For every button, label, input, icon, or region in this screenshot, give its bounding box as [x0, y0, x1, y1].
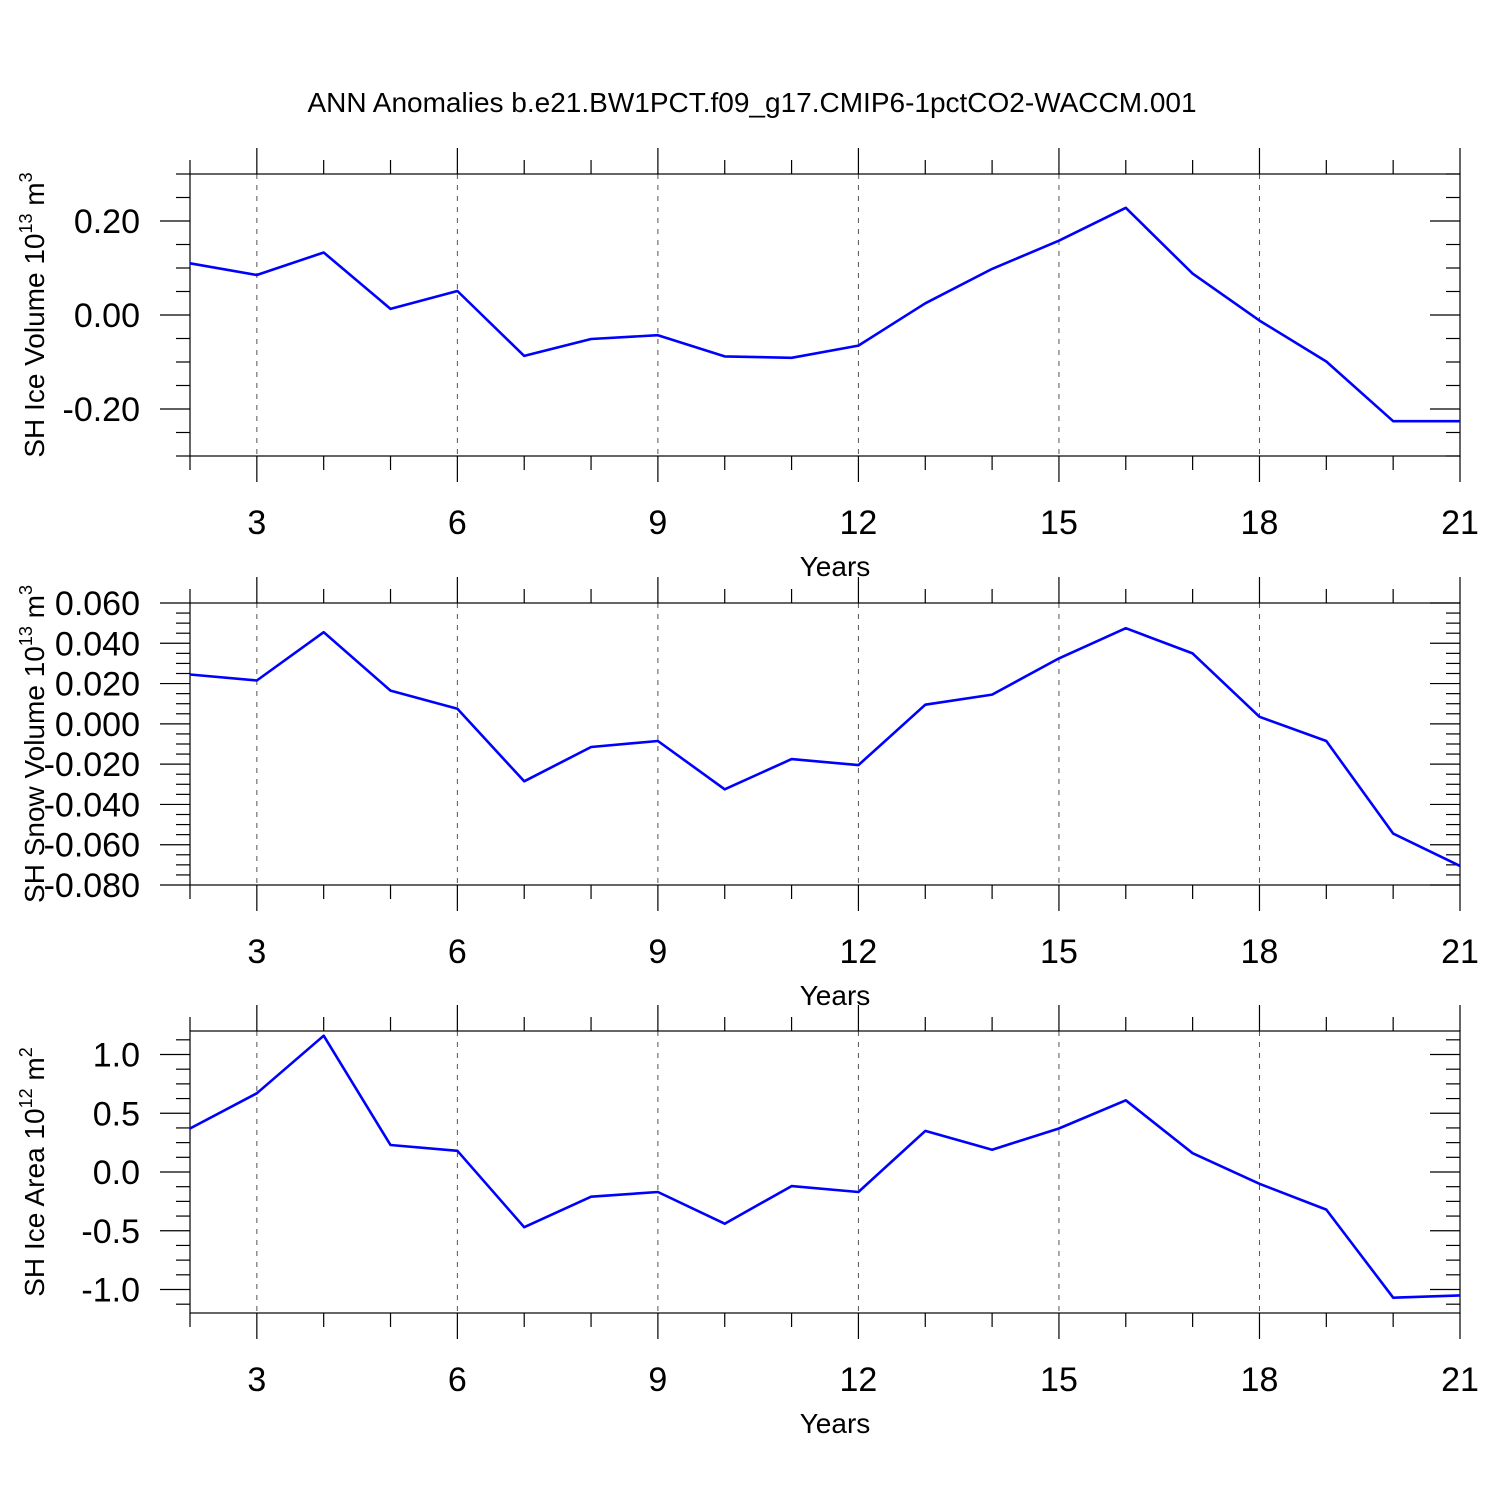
x-axis-label: Years [800, 980, 871, 1011]
y-tick-label: -1.0 [81, 1272, 140, 1310]
x-tick-label: 9 [648, 1361, 667, 1399]
y-label-unit-exponent: 3 [16, 172, 36, 182]
y-tick-label: -0.080 [44, 867, 140, 905]
y-label-unit: m [19, 1057, 50, 1088]
x-tick-label: 3 [247, 933, 266, 971]
x-tick-label: 6 [448, 933, 467, 971]
y-tick-label: 0.040 [55, 625, 140, 663]
x-tick-label: 6 [448, 504, 467, 542]
x-tick-label: 21 [1441, 504, 1479, 542]
y-tick-label: 0.0 [93, 1154, 140, 1192]
y-axis-label: SH Snow Volume 1013 m3 [16, 585, 50, 903]
plot-frame [190, 174, 1460, 456]
y-tick-label: -0.040 [44, 786, 140, 824]
y-axis-label: SH Ice Area 1012 m2 [16, 1047, 50, 1297]
panel-1: 3 6 9 12 15 18 21 -0.20 0.00 0.20 Years SH Ice Volu… [16, 148, 1479, 582]
y-label-text: SH Snow Volume 10 [19, 646, 50, 903]
x-tick-label: 6 [448, 1361, 467, 1399]
x-tick-label: 21 [1441, 1361, 1479, 1399]
y-label-unit: m [19, 595, 50, 626]
y-tick-label: -0.060 [44, 827, 140, 865]
x-tick-label: 9 [648, 504, 667, 542]
y-label-exponent: 12 [16, 1088, 36, 1108]
y-label-exponent: 13 [16, 213, 36, 233]
panel-3: 3 6 9 12 15 18 21 1.0 0.5 0.0 -0.5 -1.0 Years SH Ice … [16, 1005, 1479, 1439]
x-axis-label: Years [800, 551, 871, 582]
series-line-sh-ice-area [190, 1036, 1460, 1298]
x-tick-label: 15 [1040, 1361, 1078, 1399]
y-tick-label: -0.20 [63, 391, 141, 429]
y-tick-label: -0.5 [81, 1213, 140, 1251]
x-tick-label: 15 [1040, 504, 1078, 542]
x-tick-label: 12 [840, 1361, 878, 1399]
y-label-text: SH Ice Area 10 [19, 1108, 50, 1296]
x-tick-label: 18 [1241, 933, 1279, 971]
y-tick-label: 0.5 [93, 1095, 140, 1133]
plot-frame [190, 603, 1460, 885]
x-tick-label: 15 [1040, 933, 1078, 971]
x-axis-label: Years [800, 1408, 871, 1439]
x-tick-label: 18 [1241, 504, 1279, 542]
plot-frame [190, 1031, 1460, 1313]
y-label-unit-exponent: 2 [16, 1047, 36, 1057]
x-tick-label: 3 [247, 1361, 266, 1399]
series-line-sh-ice-volume [190, 208, 1460, 421]
y-tick-label: 1.0 [93, 1037, 140, 1075]
y-tick-label: 0.000 [55, 706, 140, 744]
y-label-unit-exponent: 3 [16, 585, 36, 595]
x-tick-label: 3 [247, 504, 266, 542]
y-tick-label: 0.00 [74, 297, 140, 335]
y-axis-label: SH Ice Volume 1013 m3 [16, 172, 50, 457]
y-tick-label: -0.020 [44, 746, 140, 784]
x-tick-label: 21 [1441, 933, 1479, 971]
y-label-exponent: 13 [16, 626, 36, 646]
x-tick-label: 9 [648, 933, 667, 971]
y-label-unit: m [19, 182, 50, 213]
series-line-sh-snow-volume [190, 628, 1460, 866]
y-label-text: SH Ice Volume 10 [19, 234, 50, 458]
x-tick-label: 12 [840, 504, 878, 542]
x-tick-label: 18 [1241, 1361, 1279, 1399]
y-tick-label: 0.060 [55, 585, 140, 623]
y-tick-label: 0.20 [74, 203, 140, 241]
figure-title: ANN Anomalies b.e21.BW1PCT.f09_g17.CMIP6… [307, 87, 1196, 118]
y-tick-label: 0.020 [55, 666, 140, 704]
x-tick-label: 12 [840, 933, 878, 971]
